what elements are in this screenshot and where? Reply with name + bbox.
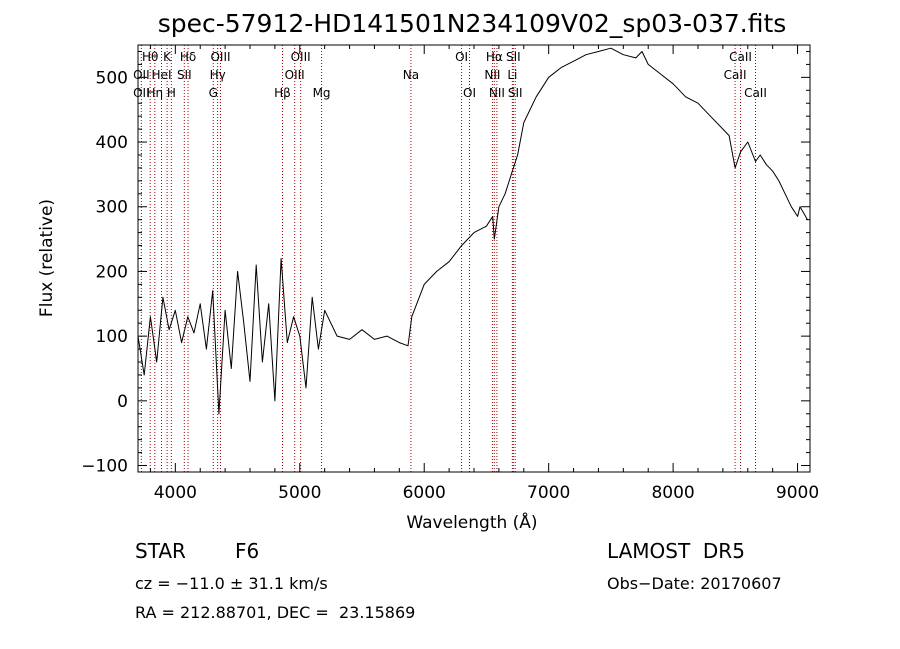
- spectrum-line: [137, 47, 808, 415]
- chart-title: spec-57912-HD141501N234109V02_sp03-037.f…: [158, 9, 787, 38]
- y-tick-label: −100: [81, 457, 128, 477]
- line-label: Hδ: [180, 50, 196, 64]
- y-tick-label: 0: [117, 392, 128, 412]
- object-class: STAR: [135, 539, 186, 563]
- spectral-subclass: F6: [235, 539, 260, 563]
- survey-release: LAMOST DR5: [607, 539, 745, 563]
- line-label: SII: [508, 86, 523, 100]
- x-tick-label: 6000: [403, 483, 446, 503]
- line-label: CaII: [724, 68, 747, 82]
- line-label: OIII: [285, 68, 305, 82]
- line-label: SII: [506, 50, 521, 64]
- y-tick-label: 500: [96, 68, 128, 88]
- line-label: Hθ: [142, 50, 158, 64]
- coordinates: RA = 212.88701, DEC = 23.15869: [135, 603, 416, 622]
- line-label: HeI: [152, 68, 172, 82]
- line-label: OI: [455, 50, 468, 64]
- line-label: NII: [489, 86, 505, 100]
- plot-frame: [137, 44, 811, 473]
- y-tick-label: 300: [96, 198, 128, 218]
- line-label: CaII: [729, 50, 752, 64]
- y-tick-label: 200: [96, 262, 128, 282]
- line-label: OI: [463, 86, 476, 100]
- redshift-velocity: cz = −11.0 ± 31.1 km/s: [135, 574, 328, 593]
- y-axis-label: Flux (relative): [37, 199, 57, 317]
- y-tick-label: 400: [96, 133, 128, 153]
- x-tick-label: 9000: [776, 483, 819, 503]
- line-label: Li: [507, 68, 517, 82]
- line-label: Hβ: [274, 86, 291, 100]
- line-label: OII: [133, 86, 150, 100]
- line-label: OII: [133, 68, 150, 82]
- x-tick-label: 8000: [651, 483, 694, 503]
- x-tick-label: 5000: [278, 483, 321, 503]
- x-tick-label: 7000: [527, 483, 570, 503]
- y-axis: −100 0 100 200 300 400 500: [81, 50, 810, 477]
- x-axis: 4000 5000 6000 7000 8000 9000: [149, 45, 819, 503]
- emission-line-markers: [140, 45, 756, 472]
- line-label: NII: [484, 68, 500, 82]
- observation-date: Obs−Date: 20170607: [607, 574, 782, 593]
- line-label: Hα: [486, 50, 503, 64]
- line-label: OIII: [210, 50, 230, 64]
- x-axis-label: Wavelength (Å): [406, 511, 537, 533]
- line-label: Na: [403, 68, 419, 82]
- line-label: H: [167, 86, 176, 100]
- line-label: Hη: [146, 86, 163, 100]
- line-label: K: [163, 50, 172, 64]
- line-label: Hγ: [210, 68, 226, 82]
- x-tick-label: 4000: [154, 483, 197, 503]
- line-label: OIII: [291, 50, 311, 64]
- line-label: CaII: [744, 86, 767, 100]
- line-label: SII: [177, 68, 192, 82]
- y-tick-label: 100: [96, 327, 128, 347]
- line-label: Mg: [313, 86, 331, 100]
- line-label: G: [209, 86, 218, 100]
